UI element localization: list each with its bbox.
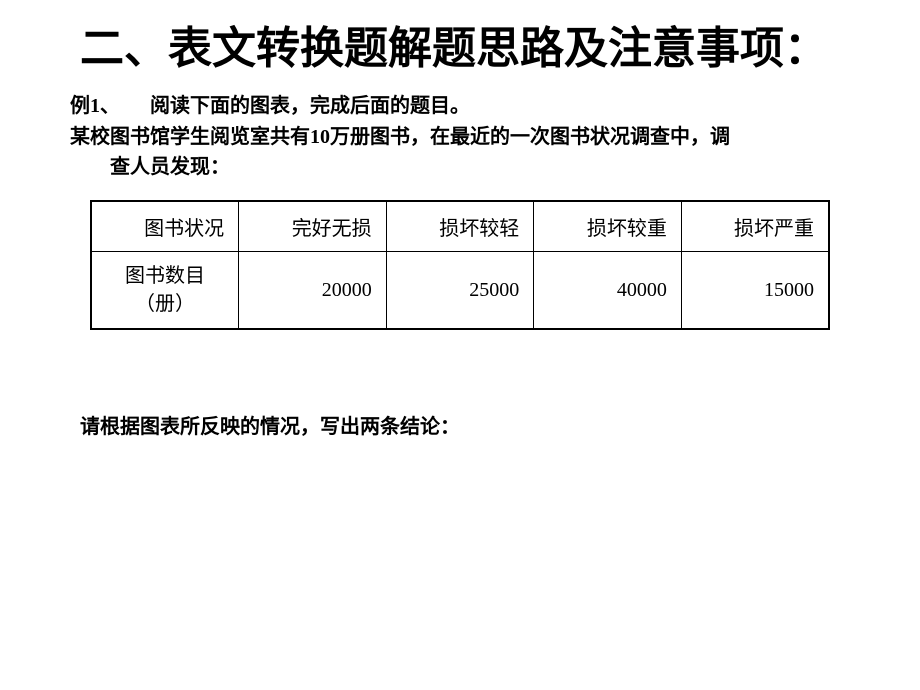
row-label-line1: 图书数目 — [125, 265, 205, 287]
intro-line-1: 某校图书馆学生阅览室共有10万册图书，在最近的一次图书状况调查中，调 — [70, 126, 730, 148]
header-cell-severe-damage: 损坏严重 — [681, 201, 829, 252]
data-cell-heavy-damage: 40000 — [534, 252, 682, 330]
data-table-wrapper: 图书状况 完好无损 损坏较轻 损坏较重 损坏严重 图书数目 （册） 20000 … — [70, 200, 850, 330]
conclusion-prompt: 请根据图表所反映的情况，写出两条结论： — [70, 410, 850, 439]
header-cell-intact: 完好无损 — [239, 201, 387, 252]
table-data-row: 图书数目 （册） 20000 25000 40000 15000 — [91, 252, 829, 330]
book-condition-table: 图书状况 完好无损 损坏较轻 损坏较重 损坏严重 图书数目 （册） 20000 … — [90, 200, 830, 330]
section-title: 二、表文转换题解题思路及注意事项： — [70, 20, 850, 77]
table-header-row: 图书状况 完好无损 损坏较轻 损坏较重 损坏严重 — [91, 201, 829, 252]
data-cell-severe-damage: 15000 — [681, 252, 829, 330]
intro-line-2: 查人员发现： — [70, 156, 230, 178]
data-cell-light-damage: 25000 — [386, 252, 534, 330]
header-cell-light-damage: 损坏较轻 — [386, 201, 534, 252]
header-cell-heavy-damage: 损坏较重 — [534, 201, 682, 252]
data-cell-intact: 20000 — [239, 252, 387, 330]
intro-text: 某校图书馆学生阅览室共有10万册图书，在最近的一次图书状况调查中，调 查人员发现… — [70, 122, 850, 182]
example-label: 例1、 阅读下面的图表，完成后面的题目。 — [70, 89, 850, 118]
row-label-count: 图书数目 （册） — [91, 252, 239, 330]
row-label-line2: （册） — [135, 293, 195, 315]
header-cell-condition: 图书状况 — [91, 201, 239, 252]
